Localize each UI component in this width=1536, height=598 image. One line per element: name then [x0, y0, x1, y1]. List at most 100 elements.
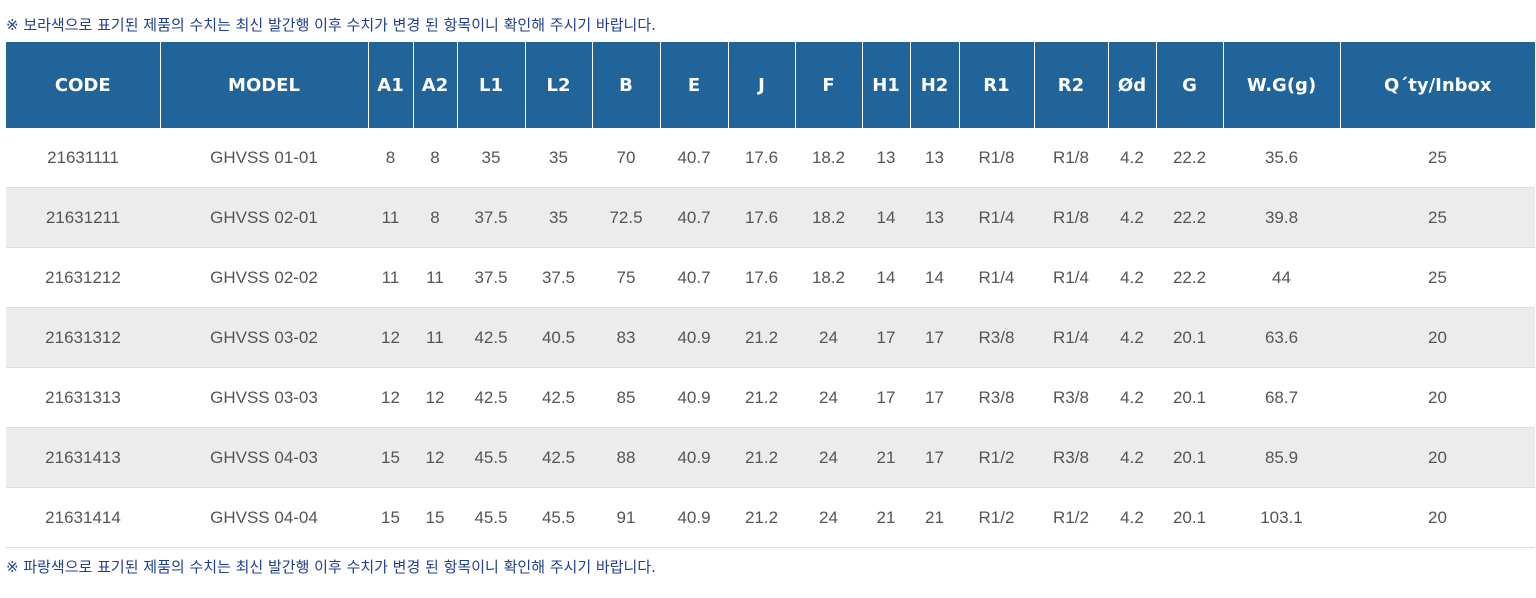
cell-a2: 12	[413, 427, 457, 488]
cell-b: 88	[592, 427, 660, 488]
cell-h2: 21	[910, 487, 959, 548]
header-weight: W.G(g)	[1222, 42, 1340, 128]
table-body: 21631111 GHVSS 01-01 8 8 35 35 70 40.7 17.6 18.2 1…	[6, 128, 1535, 548]
cell-f: 24	[795, 367, 862, 428]
cell-code: 21631413	[6, 427, 160, 488]
cell-g: 20.1	[1156, 487, 1223, 548]
header-a1: A1	[367, 42, 413, 128]
header-h1: H1	[861, 42, 910, 128]
cell-f: 18.2	[795, 247, 862, 308]
cell-code: 21631111	[6, 128, 160, 188]
cell-a2: 8	[413, 128, 457, 188]
header-g: G	[1155, 42, 1223, 128]
cell-f: 18.2	[795, 187, 862, 248]
cell-j: 21.2	[728, 307, 795, 368]
cell-r1: R1/8	[959, 128, 1034, 188]
cell-e: 40.9	[660, 427, 728, 488]
table-row: 21631312 GHVSS 03-02 12 11 42.5 40.5 83 40.9 21.…	[6, 307, 1535, 368]
cell-j: 17.6	[728, 128, 795, 188]
cell-model: GHVSS 04-03	[160, 427, 368, 488]
cell-qty-inbox: 25	[1340, 128, 1535, 188]
cell-qty-inbox: 20	[1340, 307, 1535, 368]
cell-r2: R3/8	[1034, 427, 1108, 488]
spec-table: CODE MODEL A1 A2 L1 L2 B E J F H1 H2 R1 …	[6, 42, 1535, 548]
cell-r2: R1/8	[1034, 128, 1108, 188]
cell-a1: 11	[368, 247, 413, 308]
cell-a2: 11	[413, 307, 457, 368]
cell-f: 18.2	[795, 128, 862, 188]
cell-g: 20.1	[1156, 427, 1223, 488]
cell-qty-inbox: 25	[1340, 247, 1535, 308]
cell-od: 4.2	[1108, 307, 1156, 368]
cell-e: 40.7	[660, 247, 728, 308]
cell-f: 24	[795, 427, 862, 488]
cell-od: 4.2	[1108, 367, 1156, 428]
header-h2: H2	[909, 42, 959, 128]
cell-b: 70	[592, 128, 660, 188]
header-b: B	[591, 42, 660, 128]
cell-weight: 35.6	[1223, 128, 1340, 188]
cell-r1: R1/4	[959, 187, 1034, 248]
cell-e: 40.9	[660, 487, 728, 548]
cell-qty-inbox: 25	[1340, 187, 1535, 248]
header-l1: L1	[456, 42, 525, 128]
cell-a1: 11	[368, 187, 413, 248]
table-row: 21631413 GHVSS 04-03 15 12 45.5 42.5 88 40.9 21.…	[6, 427, 1535, 488]
cell-g: 22.2	[1156, 247, 1223, 308]
cell-r1: R3/8	[959, 367, 1034, 428]
cell-g: 20.1	[1156, 367, 1223, 428]
cell-e: 40.9	[660, 367, 728, 428]
cell-weight: 85.9	[1223, 427, 1340, 488]
cell-weight: 39.8	[1223, 187, 1340, 248]
cell-weight: 44	[1223, 247, 1340, 308]
cell-qty-inbox: 20	[1340, 427, 1535, 488]
cell-r1: R1/4	[959, 247, 1034, 308]
cell-h1: 13	[862, 128, 910, 188]
cell-code: 21631414	[6, 487, 160, 548]
header-e: E	[659, 42, 728, 128]
cell-r2: R1/8	[1034, 187, 1108, 248]
cell-qty-inbox: 20	[1340, 367, 1535, 428]
cell-h2: 17	[910, 367, 959, 428]
bottom-note: ※ 파랑색으로 표기된 제품의 수치는 최신 발간행 이후 수치가 변경 된 항…	[6, 558, 656, 576]
cell-b: 75	[592, 247, 660, 308]
cell-a2: 11	[413, 247, 457, 308]
cell-e: 40.9	[660, 307, 728, 368]
cell-g: 22.2	[1156, 187, 1223, 248]
cell-a1: 12	[368, 367, 413, 428]
cell-a1: 15	[368, 487, 413, 548]
cell-h2: 13	[910, 128, 959, 188]
cell-b: 72.5	[592, 187, 660, 248]
cell-h1: 14	[862, 187, 910, 248]
cell-model: GHVSS 02-02	[160, 247, 368, 308]
table-row: 21631111 GHVSS 01-01 8 8 35 35 70 40.7 17.6 18.2 1…	[6, 128, 1535, 188]
header-qty-inbox: Q´ty/Inbox	[1339, 42, 1535, 128]
cell-b: 83	[592, 307, 660, 368]
cell-l1: 42.5	[457, 307, 525, 368]
cell-weight: 63.6	[1223, 307, 1340, 368]
cell-e: 40.7	[660, 128, 728, 188]
header-r1: R1	[958, 42, 1034, 128]
cell-od: 4.2	[1108, 187, 1156, 248]
cell-weight: 68.7	[1223, 367, 1340, 428]
cell-j: 21.2	[728, 427, 795, 488]
cell-h2: 14	[910, 247, 959, 308]
cell-h2: 13	[910, 187, 959, 248]
cell-qty-inbox: 20	[1340, 487, 1535, 548]
header-row: CODE MODEL A1 A2 L1 L2 B E J F H1 H2 R1 …	[6, 42, 1535, 128]
cell-l2: 37.5	[525, 247, 592, 308]
cell-r2: R1/4	[1034, 247, 1108, 308]
cell-l2: 40.5	[525, 307, 592, 368]
cell-j: 21.2	[728, 367, 795, 428]
header-model: MODEL	[159, 42, 368, 128]
cell-j: 17.6	[728, 187, 795, 248]
cell-l1: 35	[457, 128, 525, 188]
cell-weight: 103.1	[1223, 487, 1340, 548]
cell-od: 4.2	[1108, 487, 1156, 548]
cell-l2: 35	[525, 128, 592, 188]
cell-code: 21631211	[6, 187, 160, 248]
cell-a1: 8	[368, 128, 413, 188]
cell-od: 4.2	[1108, 128, 1156, 188]
cell-model: GHVSS 03-02	[160, 307, 368, 368]
cell-r2: R1/2	[1034, 487, 1108, 548]
